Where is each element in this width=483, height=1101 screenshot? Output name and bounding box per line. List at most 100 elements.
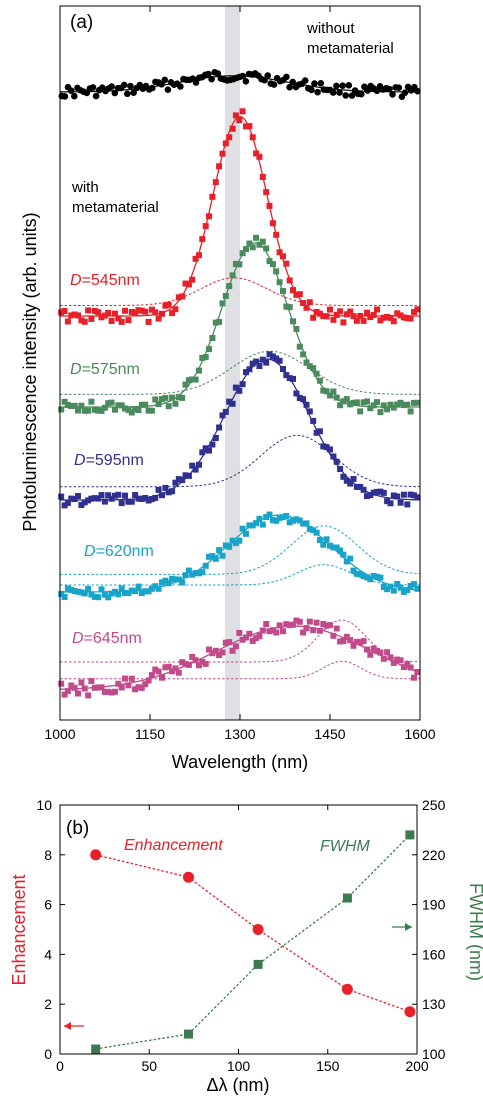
series-data-point [303, 520, 310, 527]
b-y-right-tick-label: 100 [422, 1046, 446, 1062]
series-dotted-reference-upper [60, 277, 420, 306]
series-data-point [357, 639, 364, 646]
series-data-point [172, 576, 179, 583]
series-data-point [98, 586, 105, 593]
series-data-point [397, 399, 404, 406]
series-data-point [64, 688, 71, 695]
series-data-point [243, 530, 249, 537]
series-data-point [387, 500, 394, 507]
reference-data-point [149, 84, 156, 92]
series-data-point [64, 318, 71, 325]
series-data-point [155, 401, 162, 407]
series-label-595: D=595nm [74, 452, 144, 469]
panel-b-y-left-label: Enhancement [9, 874, 29, 985]
series-data-point [340, 319, 347, 326]
series-data-point [81, 590, 88, 597]
series-data-point [360, 573, 367, 580]
series-data-point [112, 492, 118, 499]
series-data-point [172, 306, 179, 313]
reference-data-point [401, 89, 409, 96]
series-data-point [202, 562, 209, 569]
series-data-point [232, 260, 239, 267]
series-data-point [226, 639, 233, 646]
series-data-point [108, 590, 115, 597]
series-data-point [196, 662, 202, 669]
series-data-point [377, 409, 384, 416]
series-data-point [169, 394, 176, 401]
series-data-point [202, 354, 209, 361]
series-data-point [387, 401, 394, 408]
enhancement-line [95, 854, 411, 1013]
series-data-point [380, 314, 387, 321]
series-data-point [374, 399, 380, 406]
reference-data-point [389, 91, 396, 98]
series-data-point [236, 261, 243, 268]
series-data-point [269, 353, 276, 360]
series-data-point [132, 406, 139, 413]
series-data-point [303, 359, 310, 366]
series-data-point [152, 396, 159, 403]
series-data-point [162, 302, 169, 309]
series-data-point [266, 258, 273, 265]
series-data-point [347, 308, 354, 315]
series-data-point [58, 406, 65, 413]
series-data-point [303, 401, 310, 408]
series-data-point [78, 589, 85, 596]
b-y-left-tick-label: 4 [44, 946, 52, 962]
series-data-point [263, 245, 270, 252]
series-data-point [310, 417, 317, 424]
series-data-point [112, 310, 118, 317]
series-data-point [71, 496, 78, 502]
series-data-point [75, 493, 81, 499]
series-data-point [61, 502, 68, 509]
b-x-tick-label: 100 [227, 1058, 251, 1074]
series-data-point [397, 657, 404, 664]
series-data-point [75, 407, 81, 414]
series-data-point [374, 488, 380, 495]
series-data-point [310, 527, 317, 534]
reference-data-point [242, 78, 250, 85]
series-data-point [313, 429, 320, 436]
series-data-point [256, 241, 263, 248]
series-data-point [162, 664, 169, 671]
series-data-point [142, 588, 149, 595]
panel-a-x-label: Wavelength (nm) [172, 752, 308, 772]
series-data-point [212, 179, 219, 186]
reference-data-point [177, 83, 184, 90]
series-data-point [306, 526, 313, 532]
series-data-point [293, 516, 300, 523]
series-data-point [206, 213, 212, 220]
series-data-point [71, 684, 78, 691]
series-data-point [390, 404, 397, 411]
series-data-point [350, 567, 357, 574]
series-data-point [112, 688, 118, 695]
series-data-point [175, 394, 182, 401]
series-data-point [249, 360, 256, 367]
series-data-point [61, 594, 68, 600]
series-data-point [253, 635, 260, 642]
series-data-point [280, 253, 286, 260]
series-data-point [118, 500, 125, 507]
x-tick-label: 1600 [404, 726, 435, 742]
series-data-point [169, 488, 176, 495]
series-data-point [192, 570, 199, 576]
series-label-545: D=545nm [70, 272, 140, 289]
series-data-point [162, 394, 169, 401]
series-data-point [58, 493, 65, 500]
series-data-point [259, 238, 266, 245]
series-data-point [367, 651, 374, 658]
series-data-point [135, 583, 142, 590]
series-data-point [229, 400, 236, 407]
series-data-point [85, 586, 92, 592]
series-data-point [125, 590, 132, 597]
series-data-point [232, 384, 239, 391]
series-data-point [353, 638, 360, 645]
series-data-point [394, 401, 401, 408]
series-data-point [394, 310, 401, 317]
series-data-point [340, 473, 347, 480]
series-data-point [256, 633, 263, 640]
series-data-point [216, 318, 223, 325]
reference-data-point [342, 92, 350, 99]
series-data-point [98, 314, 105, 321]
series-data-point [105, 594, 112, 601]
